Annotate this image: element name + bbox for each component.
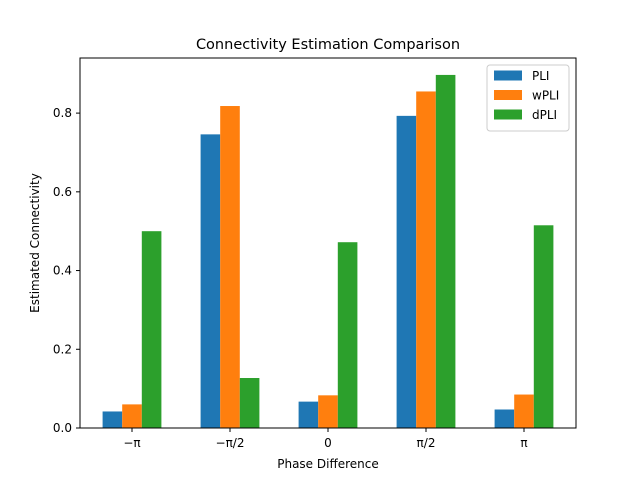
x-axis: −π −π/2 0 π/2 π: [123, 428, 528, 450]
bar-wpli-4: [514, 394, 534, 428]
legend-swatch-pli: [494, 70, 522, 81]
bar-dpli-0: [141, 231, 162, 428]
legend-label-pli: PLI: [532, 69, 549, 83]
y-tick-label: 0.0: [53, 421, 72, 435]
bar-wpli-3: [416, 91, 436, 428]
bar-pli-3: [396, 115, 417, 429]
bar-dpli-2: [337, 242, 358, 428]
bar-wpli-2: [318, 395, 338, 428]
legend-swatch-dpli: [494, 109, 522, 120]
bar-pli-1: [200, 134, 221, 429]
bar-pli-0: [102, 411, 123, 428]
bar-pli-2: [298, 401, 319, 428]
y-tick-label: 0.2: [53, 342, 72, 356]
legend-swatch-wpli: [494, 90, 522, 100]
chart-title: Connectivity Estimation Comparison: [196, 37, 460, 53]
y-tick-label: 0.4: [53, 264, 72, 278]
bar-dpli-1: [239, 378, 260, 428]
bar-dpli-4: [533, 225, 554, 428]
x-tick-label: π/2: [417, 436, 436, 450]
x-axis-title: Phase Difference: [277, 457, 379, 471]
legend-label-dpli: dPLI: [532, 108, 557, 122]
x-tick-label: π: [520, 436, 527, 450]
y-tick-label: 0.8: [53, 106, 72, 120]
y-tick-label: 0.6: [53, 185, 72, 199]
y-axis-title: Estimated Connectivity: [28, 173, 42, 313]
y-axis: 0.0 0.2 0.4 0.6 0.8: [53, 106, 80, 435]
x-tick-label: −π: [123, 436, 140, 450]
legend: PLI wPLI dPLI: [486, 64, 570, 132]
bars-group: [102, 74, 554, 429]
x-tick-label: 0: [324, 436, 332, 450]
bar-wpli-0: [122, 404, 142, 428]
bar-dpli-3: [435, 74, 456, 428]
x-tick-label: −π/2: [216, 436, 245, 450]
legend-label-wpli: wPLI: [532, 89, 559, 103]
bar-pli-4: [494, 409, 515, 428]
bar-wpli-1: [220, 106, 240, 429]
